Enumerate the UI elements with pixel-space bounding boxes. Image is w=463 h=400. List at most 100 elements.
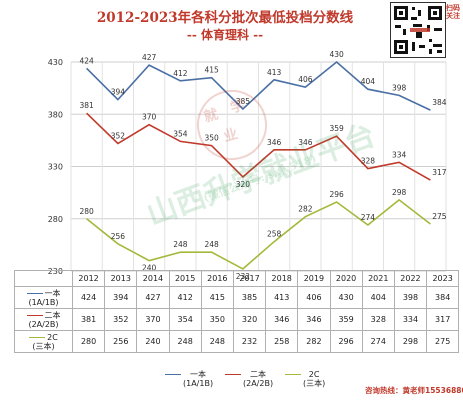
data-label: 328 (361, 157, 376, 166)
data-label: 334 (392, 150, 407, 159)
data-label: 370 (142, 113, 157, 122)
table-header-year: 2014 (136, 270, 170, 287)
table-header-year: 2018 (265, 270, 299, 287)
data-label: 320 (236, 180, 251, 189)
table-row: 2C (三本) 280 256 240 248 248 232 258 282 296 274 298 2… (14, 330, 460, 353)
data-label: 415 (204, 66, 219, 75)
series-line-1 (86, 112, 431, 181)
table-cell: 370 (136, 308, 170, 331)
table-cell: 248 (168, 330, 202, 353)
table-cell: 240 (136, 330, 170, 353)
data-label: 317 (432, 168, 447, 177)
table-cell: 415 (200, 286, 234, 309)
table-header-year: 2013 (104, 270, 138, 287)
table-header-year: 2020 (329, 270, 363, 287)
data-label: 381 (79, 101, 94, 110)
y-tick-label: 430 (48, 58, 63, 67)
contact-line: 咨询热线：黄老师15536880501 (365, 386, 463, 395)
data-label: 413 (267, 68, 282, 77)
data-label: 424 (79, 56, 94, 65)
table-header-year: 2017 (232, 270, 267, 287)
legend-entry-1: 二本 (2A/2B) (225, 370, 273, 388)
table-cell: 317 (426, 308, 460, 331)
table-header-year: 2012 (71, 270, 106, 287)
table-cell: 430 (329, 286, 363, 309)
table-header-year: 2016 (200, 270, 234, 287)
data-label: 406 (298, 75, 313, 84)
legend-entry-2: 2C (三本) (285, 370, 325, 388)
data-label: 240 (142, 264, 157, 273)
table-cell: 412 (168, 286, 202, 309)
table-cell: 394 (104, 286, 138, 309)
table-cell: 359 (329, 308, 363, 331)
table-header-year: 2019 (297, 270, 331, 287)
data-label: 412 (173, 69, 188, 78)
legend-line (165, 374, 181, 375)
table-cell: 424 (71, 286, 106, 309)
data-label: 398 (392, 83, 407, 92)
table-header-year: 2021 (361, 270, 395, 287)
data-label: 256 (111, 232, 126, 241)
series-line-0 (86, 60, 431, 111)
data-label: 427 (142, 53, 157, 62)
table-cell: 352 (104, 308, 138, 331)
data-label: 352 (111, 132, 126, 141)
data-label: 298 (392, 188, 407, 197)
data-label: 282 (298, 205, 313, 214)
data-label: 354 (173, 129, 188, 138)
data-label: 258 (267, 230, 282, 239)
table-cell: 258 (265, 330, 299, 353)
table-header-year: 2022 (393, 270, 428, 287)
table-cell: 385 (232, 286, 267, 309)
data-label: 350 (204, 134, 219, 143)
table-cell: 350 (200, 308, 234, 331)
qr-code (390, 2, 446, 58)
table-cell: 280 (71, 330, 106, 353)
table-cell: 328 (361, 308, 395, 331)
qr-note: 扫码关注 (446, 4, 460, 20)
legend-line (285, 374, 301, 375)
table-row: 一本 (1A/1B) 424 394 427 412 415 385 413 406 430 404 3… (14, 286, 460, 309)
table-cell: 275 (426, 330, 460, 353)
data-label: 275 (432, 212, 447, 221)
data-label: 359 (329, 124, 344, 133)
table-header-year: 2015 (168, 270, 202, 287)
data-label: 296 (329, 190, 344, 199)
legend-line (225, 374, 241, 375)
qr-code-icon (394, 6, 442, 54)
y-tick-label: 330 (48, 163, 63, 172)
table-cell: 248 (200, 330, 234, 353)
table-cell: 346 (297, 308, 331, 331)
legend-entry-0: 一本 (1A/1B) (165, 370, 213, 388)
table-cell: 413 (265, 286, 299, 309)
table-cell: 398 (393, 286, 428, 309)
table-cell: 298 (393, 330, 428, 353)
table-cell: 334 (393, 308, 428, 331)
table-row: 二本 (2A/2B) 381 352 370 354 350 320 346 346 359 328 3… (14, 308, 460, 331)
table-cell: 296 (329, 330, 363, 353)
table-cell: 354 (168, 308, 202, 331)
table-row-label: 二本 (2A/2B) (14, 308, 73, 331)
data-label: 346 (298, 138, 313, 147)
table-cell: 274 (361, 330, 395, 353)
data-label: 394 (111, 88, 126, 97)
data-label: 384 (432, 98, 447, 107)
data-label: 280 (79, 207, 94, 216)
y-tick-label: 380 (48, 110, 63, 119)
legend-swatch (26, 292, 43, 294)
data-label: 346 (267, 138, 282, 147)
y-tick-label: 280 (48, 215, 63, 224)
table-cell: 256 (104, 330, 138, 353)
series-line-2 (86, 198, 431, 270)
table-cell: 406 (297, 286, 331, 309)
data-label: 248 (173, 240, 188, 249)
table-header-year: 2023 (426, 270, 460, 287)
chart-title: 2012-2023年各科分批次最低投档分数线 (96, 10, 354, 26)
table-cell: 282 (297, 330, 331, 353)
data-label: 248 (204, 240, 219, 249)
table-cell: 427 (136, 286, 170, 309)
table-row-label: 2C (三本) (14, 330, 73, 353)
table-cell: 404 (361, 286, 395, 309)
table-cell: 384 (426, 286, 460, 309)
legend-swatch (29, 336, 46, 338)
